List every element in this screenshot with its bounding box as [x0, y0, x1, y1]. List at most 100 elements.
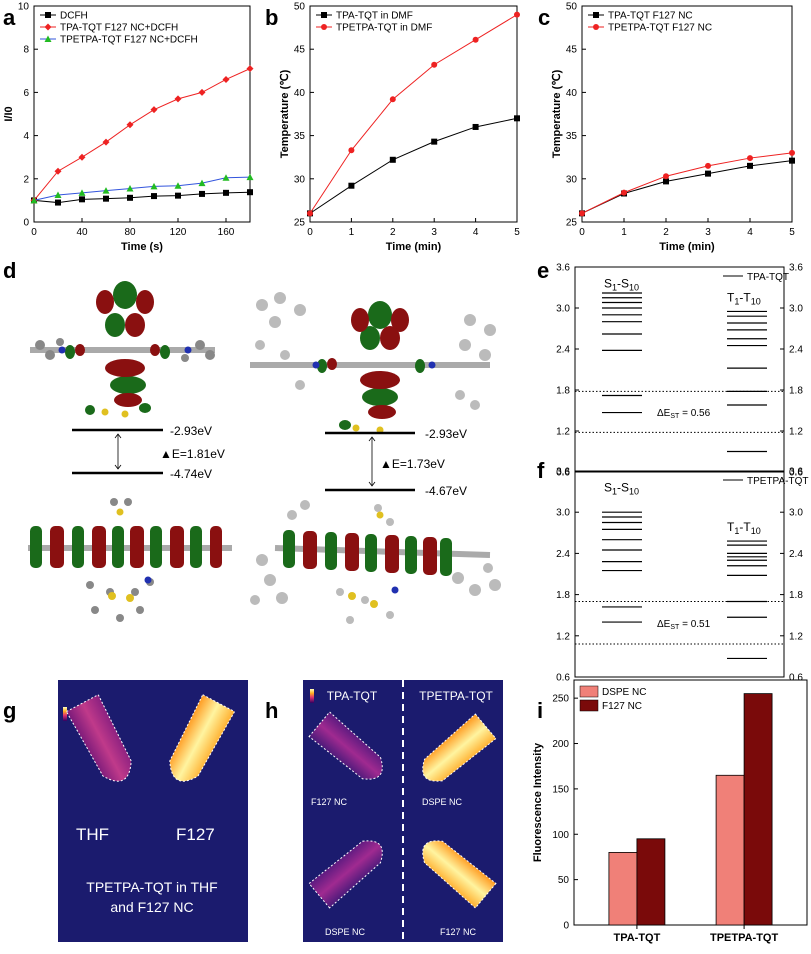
- panel-d: -2.93eV -4.74eV ▲E=1.81eV -2.93eV -4.67e…: [28, 281, 501, 624]
- legend-marker-1: [44, 23, 52, 31]
- data-point: [102, 187, 110, 194]
- data-point: [307, 210, 313, 217]
- y-axis-label: Temperature (℃): [279, 69, 291, 158]
- y-tick-label-left: 3.6: [556, 263, 570, 274]
- data-point: [705, 162, 711, 169]
- delta-est-label: ΔEST = 0.56: [657, 408, 711, 420]
- series-line-1: [33, 68, 251, 201]
- data-point: [472, 36, 479, 43]
- data-point: [79, 196, 85, 203]
- series-line-0: [33, 191, 251, 204]
- data-point: [174, 182, 182, 189]
- lumo-orbital-left: [30, 281, 215, 418]
- tube-thf: [65, 694, 132, 782]
- legend-swatch-1: [579, 699, 599, 712]
- data-point: [150, 182, 158, 190]
- x-tick-label: TPA-TQT: [613, 932, 660, 944]
- y-tick-label: 50: [566, 2, 578, 13]
- data-point: [78, 153, 86, 161]
- data-point: [103, 195, 109, 202]
- y-tick-label-right: 1.8: [789, 386, 803, 397]
- data-point: [30, 196, 38, 204]
- y-tick-label-left: 2.4: [556, 549, 570, 560]
- x-tick-label: 40: [76, 227, 88, 238]
- data-point: [246, 65, 254, 73]
- label-f127: F127: [176, 825, 215, 844]
- x-axis-label: Time (min): [659, 241, 715, 253]
- data-point: [102, 138, 110, 146]
- data-point: [663, 173, 669, 180]
- data-point: [789, 157, 795, 164]
- y-tick-label-right: 3.0: [789, 508, 803, 519]
- y-tick-label: 40: [566, 88, 578, 99]
- legend-label-0: DSPE NC: [602, 687, 646, 698]
- plot-frame: [573, 679, 808, 926]
- x-tick-label: 120: [170, 227, 187, 238]
- legend-marker-0: [593, 12, 599, 18]
- data-point: [246, 173, 254, 181]
- y-tick-label: 4: [23, 131, 29, 142]
- panel-label-h: h: [265, 698, 278, 723]
- data-point: [431, 138, 438, 145]
- caption-line-1: TPETPA-TQT in THF: [86, 879, 217, 895]
- bar-tpetpa-tqt-0: [715, 774, 745, 926]
- singlet-label: S1-S10: [604, 277, 639, 293]
- series-line-1: [309, 14, 518, 214]
- legend-marker-1: [593, 24, 599, 30]
- y-tick-label: 40: [294, 88, 306, 99]
- homo-energy-right: -4.67eV: [425, 484, 467, 498]
- y-axis-label: Fluorescence Intensity: [532, 742, 544, 862]
- label-h-br: F127 NC: [440, 927, 477, 937]
- series-line-2: [33, 176, 251, 201]
- data-point: [389, 96, 396, 103]
- y-tick-label: 150: [552, 784, 569, 795]
- data-point: [789, 149, 795, 156]
- y-tick-label-right: 0.6: [789, 673, 803, 684]
- y-tick-label: 200: [552, 739, 569, 750]
- y-tick-label-left: 0.6: [556, 468, 570, 479]
- y-tick-label-left: 3.0: [556, 508, 570, 519]
- data-point: [223, 189, 229, 196]
- series-line-0: [581, 160, 793, 214]
- data-point: [389, 156, 396, 163]
- y-tick-label: 25: [294, 218, 306, 229]
- label-tpetpa-tqt: TPETPA-TQT: [419, 689, 493, 703]
- y-tick-label-left: 3.6: [556, 467, 570, 478]
- x-tick-label: 5: [514, 227, 520, 238]
- legend-label-0: DCFH: [60, 11, 88, 22]
- data-point: [747, 162, 753, 169]
- plot-frame: [574, 266, 785, 473]
- tube-br: [422, 840, 497, 909]
- y-tick-label-left: 1.2: [556, 631, 570, 642]
- label-h-tr: DSPE NC: [422, 797, 463, 807]
- panel-label-i: i: [537, 698, 543, 723]
- legend-label: TPETPA-TQT: [747, 476, 808, 487]
- data-point: [222, 75, 230, 83]
- triplet-label: T1-T10: [727, 520, 761, 536]
- data-point: [705, 170, 711, 177]
- data-point: [247, 189, 253, 196]
- y-tick-label: 0: [563, 921, 569, 932]
- y-tick-label: 25: [566, 218, 578, 229]
- tube-tl: [308, 711, 383, 780]
- x-tick-label: 0: [307, 227, 313, 238]
- tube-bl: [308, 840, 383, 909]
- x-tick-label: 3: [705, 227, 711, 238]
- panel-label-a: a: [3, 5, 16, 30]
- legend-label-1: TPETPA-TQT in DMF: [336, 23, 432, 34]
- data-point: [175, 192, 181, 199]
- y-tick-label-right: 1.2: [789, 631, 803, 642]
- x-tick-label: 0: [31, 227, 37, 238]
- bar-tpa-tqt-1: [636, 838, 666, 926]
- triplet-label: T1-T10: [727, 290, 761, 306]
- series-line-0: [309, 117, 518, 214]
- colorbar-h: [310, 689, 314, 703]
- x-tick-label: 1: [349, 227, 355, 238]
- label-thf: THF: [76, 825, 109, 844]
- energy-gap-left: ▲E=1.81eV: [160, 447, 225, 461]
- panel-h-thermal-image: TPA-TQT TPETPA-TQT F127 NC DSPE NC DSPE …: [303, 680, 503, 942]
- data-point: [150, 106, 158, 114]
- x-tick-label: 4: [473, 227, 479, 238]
